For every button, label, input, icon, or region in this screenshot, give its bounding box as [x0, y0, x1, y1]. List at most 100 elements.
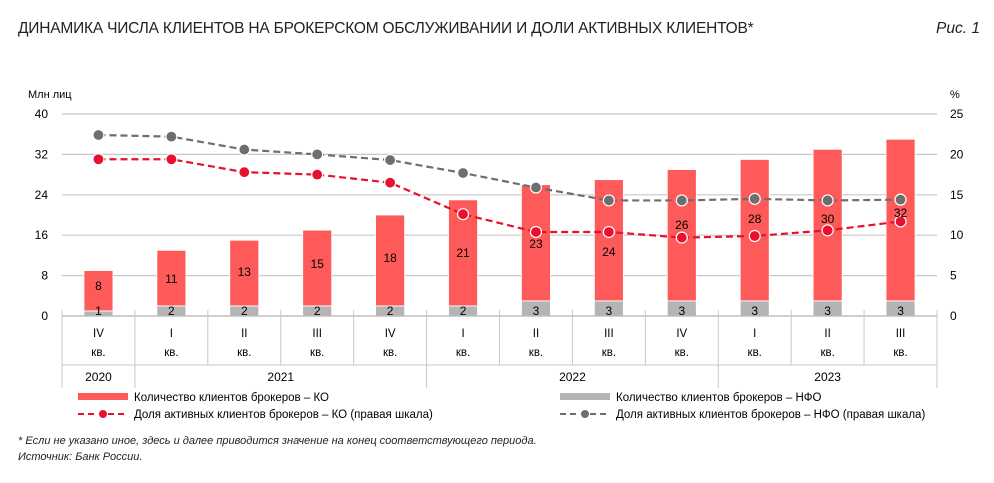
point-nfo-share [456, 166, 470, 180]
bar-ko-label: 23 [529, 237, 543, 251]
point-ko-share [748, 229, 761, 243]
left-tick-label: 0 [41, 309, 48, 323]
point-nfo-share [748, 192, 761, 205]
legend-label: Количество клиентов брокеров – НФО [616, 392, 821, 404]
point-ko-share [456, 208, 470, 221]
point-nfo-share [894, 193, 907, 206]
bar-nfo-label: 3 [751, 304, 758, 318]
legend-label: Количество клиентов брокеров – КО [134, 392, 329, 404]
bar-nfo-label: 3 [606, 304, 613, 318]
x-quarter-sub-label: кв. [91, 347, 105, 359]
bar-ko-label: 15 [311, 257, 325, 271]
x-quarter-sub-label: кв. [383, 347, 397, 359]
line-ko-share [98, 158, 901, 239]
x-quarter-label: III [604, 328, 614, 340]
bar-ko-label: 32 [894, 206, 908, 220]
line-nfo-share [98, 133, 901, 202]
bar-nfo-label: 3 [678, 304, 685, 318]
point-ko-share [894, 215, 907, 228]
x-quarter-label: II [241, 328, 247, 340]
left-tick-label: 32 [35, 147, 49, 161]
right-tick-label: 25 [950, 107, 964, 121]
point-ko-share [675, 231, 688, 244]
bar-nfo-label: 2 [241, 304, 248, 318]
point-nfo-share [311, 148, 324, 161]
right-tick-label: 5 [950, 269, 957, 283]
right-tick-label: 15 [950, 188, 964, 202]
bar-ko-label: 8 [95, 279, 102, 293]
bar-ko [83, 270, 114, 312]
x-quarter-label: I [753, 328, 756, 340]
x-quarter-label: II [533, 328, 539, 340]
x-quarter-label: IV [93, 328, 104, 340]
chart: Млн лиц % 0 8 16 24 32 40 0 5 10 15 20 25 1 2 2 2 2 2 3 3 3 3 3 3… [28, 89, 964, 421]
x-quarter-sub-label: кв. [164, 347, 178, 359]
point-nfo-share [529, 181, 543, 194]
x-quarter-sub-label: кв. [237, 347, 251, 359]
bar-nfo-label: 2 [460, 304, 467, 318]
x-quarter-sub-label: кв. [456, 347, 470, 359]
point-nfo-share [821, 194, 834, 207]
chart-title: ДИНАМИКА ЧИСЛА КЛИЕНТОВ НА БРОКЕРСКОМ ОБ… [18, 20, 754, 37]
bar-ko-label: 30 [821, 212, 835, 226]
bar-ko [156, 249, 187, 307]
bar-ko-label: 24 [602, 245, 616, 259]
bar-nfo-label: 2 [387, 304, 394, 318]
legend-label: Доля активных клиентов брокеров – НФО (п… [616, 409, 925, 421]
left-tick-label: 24 [35, 188, 49, 202]
x-quarter-label: I [461, 328, 464, 340]
bar-ko [229, 239, 260, 307]
x-quarter-sub-label: кв. [820, 347, 834, 359]
legend-label: Доля активных клиентов брокеров – КО (пр… [134, 409, 433, 421]
point-ko-share [384, 176, 397, 189]
bar-ko-label: 26 [675, 218, 689, 232]
right-axis-title: % [950, 89, 960, 101]
point-nfo-share [165, 130, 178, 143]
point-nfo-share [92, 128, 105, 142]
bar-ko [521, 184, 551, 302]
x-quarter-sub-label: кв. [529, 347, 543, 359]
point-nfo-share [675, 194, 688, 207]
point-nfo-share [384, 153, 397, 167]
x-quarter-label: IV [676, 328, 687, 340]
right-tick-label: 10 [950, 228, 964, 242]
bar-ko-label: 11 [165, 272, 178, 286]
x-quarter-label: III [896, 328, 906, 340]
left-tick-label: 16 [35, 228, 49, 242]
right-tick-label: 20 [950, 147, 964, 161]
legend-swatch [78, 393, 128, 400]
x-quarter-label: IV [385, 328, 396, 340]
year-label: 2020 [85, 370, 112, 384]
x-quarter-sub-label: кв. [675, 347, 689, 359]
point-ko-share [602, 225, 615, 239]
left-tick-label: 40 [35, 107, 49, 121]
point-ko-share [92, 153, 105, 166]
point-ko-share [165, 153, 178, 166]
legend-marker [98, 409, 108, 419]
x-quarter-sub-label: кв. [893, 347, 907, 359]
bar-ko-label: 13 [238, 265, 252, 279]
source-note: Источник: Банк России. [18, 451, 143, 463]
point-ko-share [238, 166, 251, 179]
x-quarter-sub-label: кв. [310, 347, 324, 359]
figure-number: Рис. 1 [936, 20, 980, 37]
bar-ko [375, 214, 406, 307]
bar-ko-label: 28 [748, 212, 762, 226]
x-quarter-sub-label: кв. [602, 347, 616, 359]
right-tick-label: 0 [950, 309, 957, 323]
year-label: 2023 [814, 370, 841, 384]
bar-nfo-label: 1 [95, 304, 102, 318]
bar-ko [302, 229, 333, 307]
bar-nfo-label: 3 [533, 304, 540, 318]
bar-nfo-label: 2 [314, 304, 321, 318]
footnote: * Если не указано иное, здесь и далее пр… [18, 435, 537, 447]
year-label: 2021 [267, 370, 294, 384]
point-ko-share [311, 168, 324, 181]
left-axis-title: Млн лиц [28, 89, 72, 101]
x-quarter-label: III [312, 328, 322, 340]
legend-marker [580, 409, 590, 419]
x-quarter-sub-label: кв. [748, 347, 762, 359]
year-label: 2022 [559, 370, 586, 384]
point-ko-share [529, 225, 543, 239]
